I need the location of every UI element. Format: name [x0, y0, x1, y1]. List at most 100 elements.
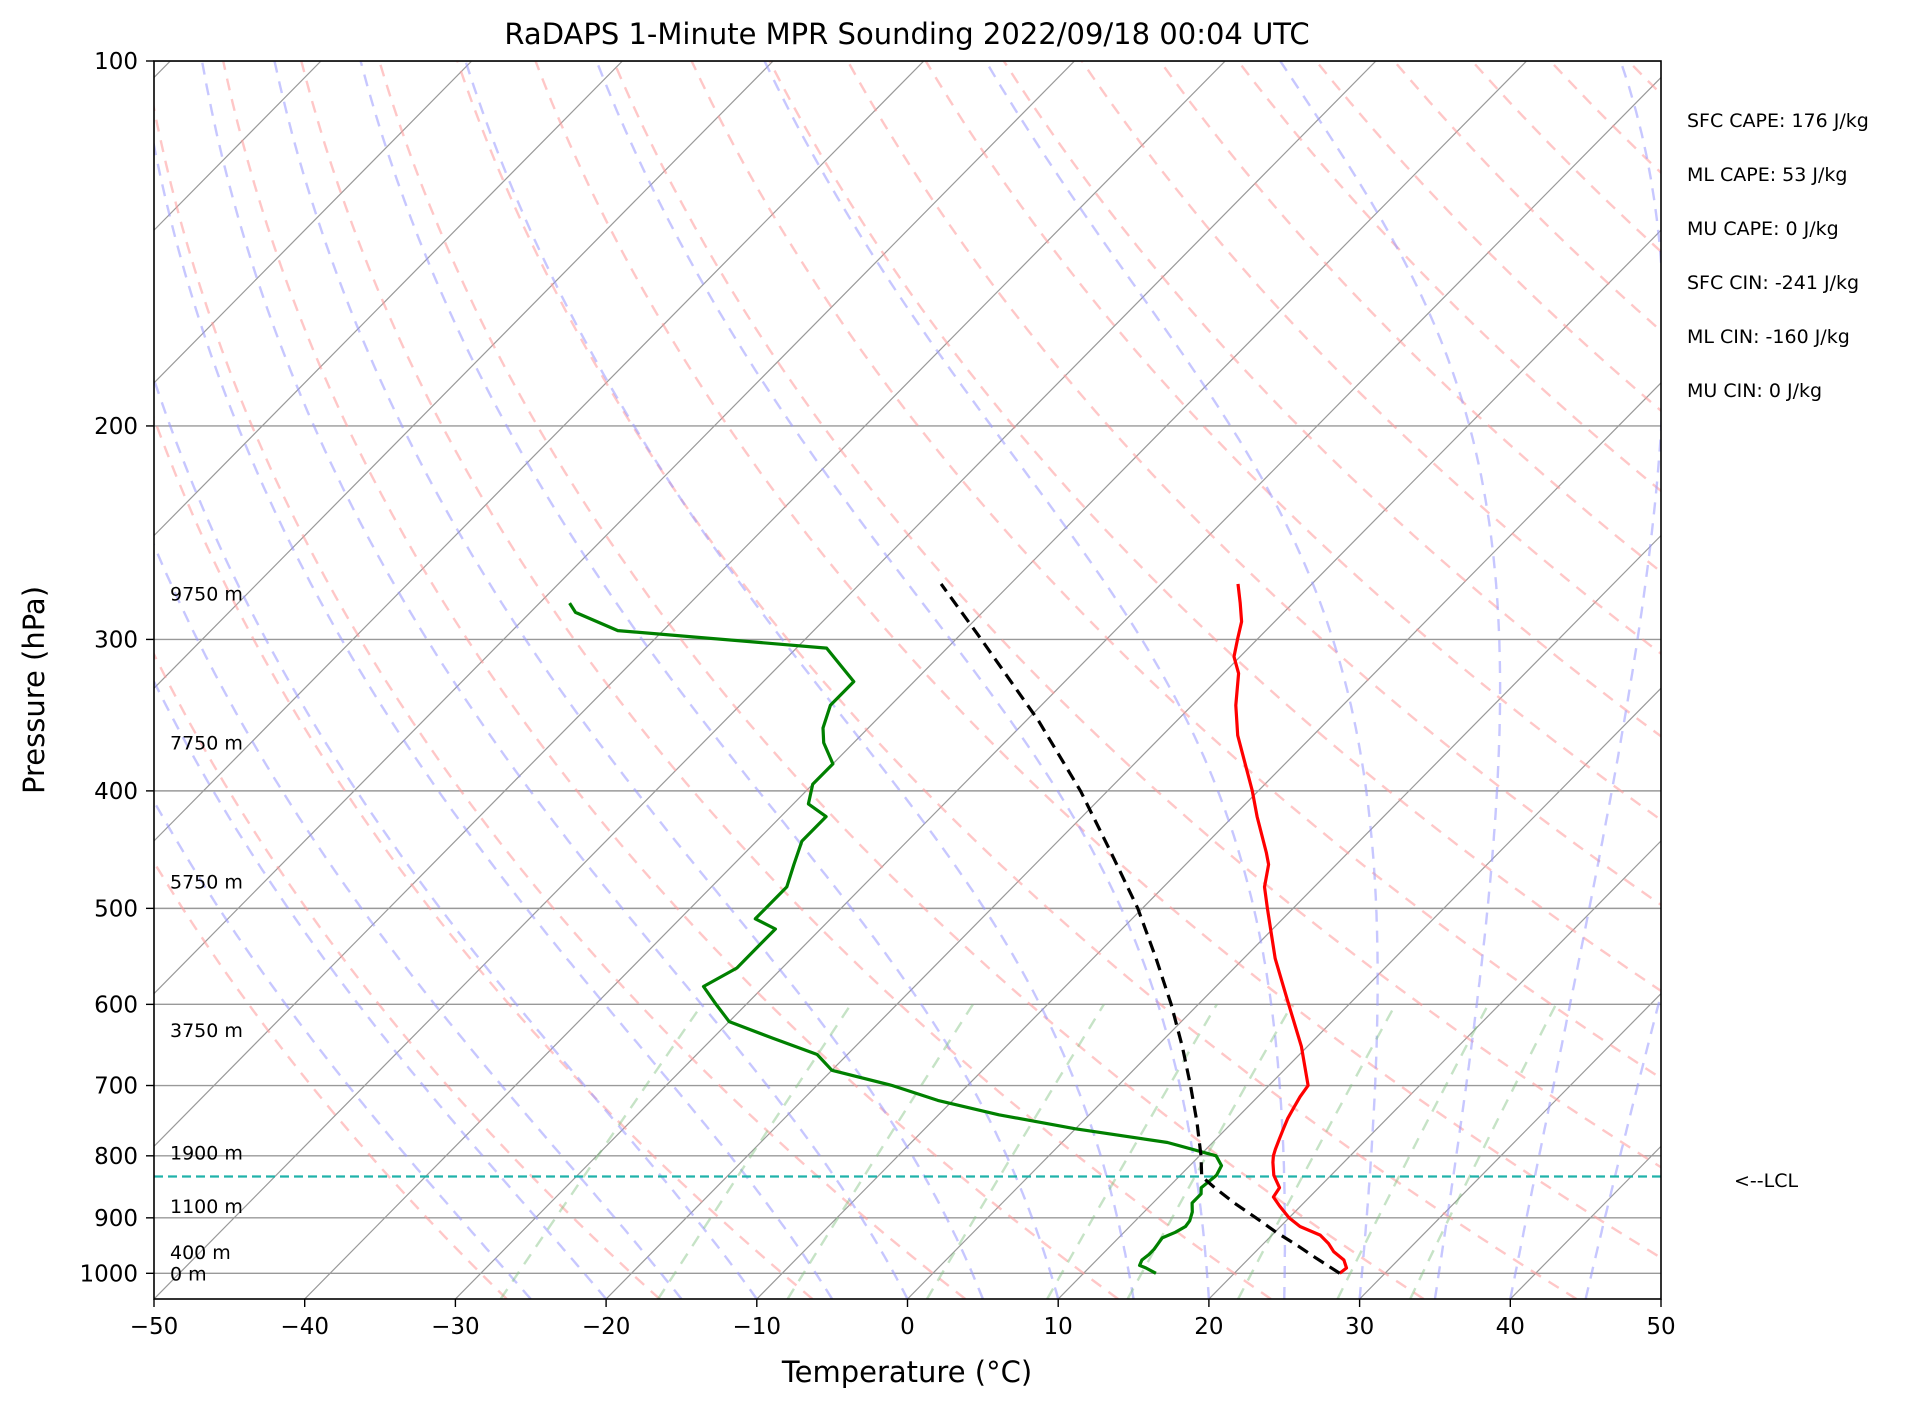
temperature-profile [1232, 583, 1349, 1275]
isotherm-line [154, 61, 774, 690]
mixing-ratio-line [925, 1003, 1105, 1299]
dry-adiabat [690, 61, 1661, 1080]
dry-adiabat [924, 61, 1661, 822]
mixing-ratio-line [1046, 1003, 1218, 1299]
y-tick-label: 300 [94, 627, 138, 653]
mixing-ratio-line [1336, 1003, 1490, 1299]
dry-adiabat [534, 61, 1661, 1260]
stability-indices: SFC CAPE: 176 J/kg ML CAPE: 53 J/kg MU C… [1687, 108, 1869, 432]
dry-adiabat [1315, 61, 1661, 413]
mixing-ratio-line [1126, 1003, 1294, 1299]
x-tick-label: 40 [1496, 1314, 1525, 1340]
mixing-ratio-line [1409, 1003, 1558, 1299]
moist-adiabat [1584, 989, 1661, 1299]
x-tick-label: 30 [1345, 1314, 1374, 1340]
ml-cape-text: ML CAPE: 53 J/kg [1687, 164, 1848, 186]
moist-adiabat [273, 61, 985, 1299]
isotherm-line [907, 534, 1661, 1299]
x-axis-label: Temperature (°C) [781, 1355, 1032, 1389]
lcl-label: <--LCL [1734, 1170, 1798, 1192]
x-tick-label: −20 [582, 1314, 631, 1340]
x-tick-label: −50 [130, 1314, 179, 1340]
isotherm-line [154, 61, 1075, 995]
isotherm-line [1208, 840, 1661, 1299]
height-labels: 9750 m 7750 m 5750 m 3750 m 1900 m 1100 m 400 … [170, 584, 243, 1286]
isotherm-line [1057, 687, 1661, 1299]
x-tick-label: −30 [431, 1314, 480, 1340]
dry-adiabat [1158, 61, 1661, 574]
moist-adiabat [154, 799, 532, 1299]
y-tick-label: 700 [94, 1074, 138, 1100]
dry-adiabat [846, 61, 1661, 907]
sfc-cin-text: SFC CIN: -241 J/kg [1687, 272, 1860, 294]
moist-adiabat [200, 61, 909, 1299]
plot-background [154, 61, 1661, 1299]
dry-adiabat [1002, 61, 1661, 738]
y-tick-label: 500 [94, 896, 138, 922]
height-label: 9750 m [170, 584, 243, 606]
moist-adiabat [154, 375, 758, 1299]
isotherm-line [304, 61, 1528, 1299]
sfc-cape-text: SFC CAPE: 176 J/kg [1687, 110, 1869, 132]
y-tick-label: 200 [94, 414, 138, 440]
dry-adiabat [154, 414, 814, 1299]
isotherm-line [154, 61, 925, 842]
dry-adiabat [300, 61, 1272, 1299]
dry-adiabat [154, 860, 508, 1299]
y-tick-label: 800 [94, 1144, 138, 1170]
height-label: 400 m [170, 1242, 231, 1264]
isotherm-line [154, 61, 473, 384]
isotherm-line [154, 61, 1226, 1148]
moist-adiabat [154, 679, 608, 1299]
height-label: 0 m [170, 1263, 207, 1285]
height-label: 7750 m [170, 733, 243, 755]
height-label: 1100 m [170, 1196, 243, 1218]
dry-adiabat [456, 61, 1578, 1299]
x-tick-label: −40 [280, 1314, 329, 1340]
data-lines [154, 582, 1661, 1275]
dry-adiabat [154, 102, 967, 1299]
y-axis-label: Pressure (hPa) [17, 586, 51, 794]
dry-adiabat [1862, 61, 1911, 1299]
y-tick-label: 600 [94, 992, 138, 1018]
height-label: 3750 m [170, 1020, 243, 1042]
y-axis: 100 200 300 400 500 600 700 800 900 1000 [79, 49, 154, 1287]
isotherm-line [605, 229, 1661, 1299]
x-tick-label: 20 [1194, 1314, 1223, 1340]
moist-adiabat [1509, 61, 1661, 1299]
chart-title: RaDAPS 1-Minute MPR Sounding 2022/09/18 … [504, 17, 1309, 51]
x-tick-label: −10 [733, 1314, 782, 1340]
mixing-ratio-line [1237, 1003, 1397, 1299]
mixing-ratio-line [786, 1003, 974, 1299]
dry-adiabat [1393, 61, 1661, 333]
mu-cape-text: MU CAPE: 0 J/kg [1687, 218, 1839, 240]
moist-adiabat [359, 61, 1060, 1299]
x-tick-label: 50 [1646, 1314, 1675, 1340]
isotherm-line [1359, 992, 1661, 1299]
moist-adiabat [984, 61, 1379, 1299]
dry-adiabat [768, 61, 1661, 993]
y-tick-label: 900 [94, 1206, 138, 1232]
moist-adiabat [154, 139, 834, 1299]
mixing-ratio-line [657, 1003, 852, 1299]
moist-adiabat [154, 542, 683, 1299]
x-tick-label: 10 [1044, 1314, 1073, 1340]
background-lines [154, 61, 1911, 1299]
moist-adiabat [464, 61, 1135, 1299]
height-label: 1900 m [170, 1143, 243, 1165]
mixing-ratio-line [499, 1003, 704, 1299]
ml-cin-text: ML CIN: -160 J/kg [1687, 326, 1850, 348]
y-tick-label: 1000 [79, 1261, 138, 1287]
moist-adiabat [595, 61, 1211, 1299]
height-label: 5750 m [170, 871, 243, 893]
x-axis: −50 −40 −30 −20 −10 0 10 20 30 40 50 [130, 1299, 1676, 1340]
isotherm-line [454, 76, 1661, 1299]
moist-adiabat [1279, 61, 1502, 1299]
dewpoint-profile [568, 602, 1224, 1275]
x-tick-label: 0 [900, 1314, 915, 1340]
mu-cin-text: MU CIN: 0 J/kg [1687, 380, 1823, 402]
isotherm-line [154, 61, 623, 537]
y-tick-label: 100 [94, 49, 138, 75]
dry-adiabat [222, 61, 1119, 1299]
